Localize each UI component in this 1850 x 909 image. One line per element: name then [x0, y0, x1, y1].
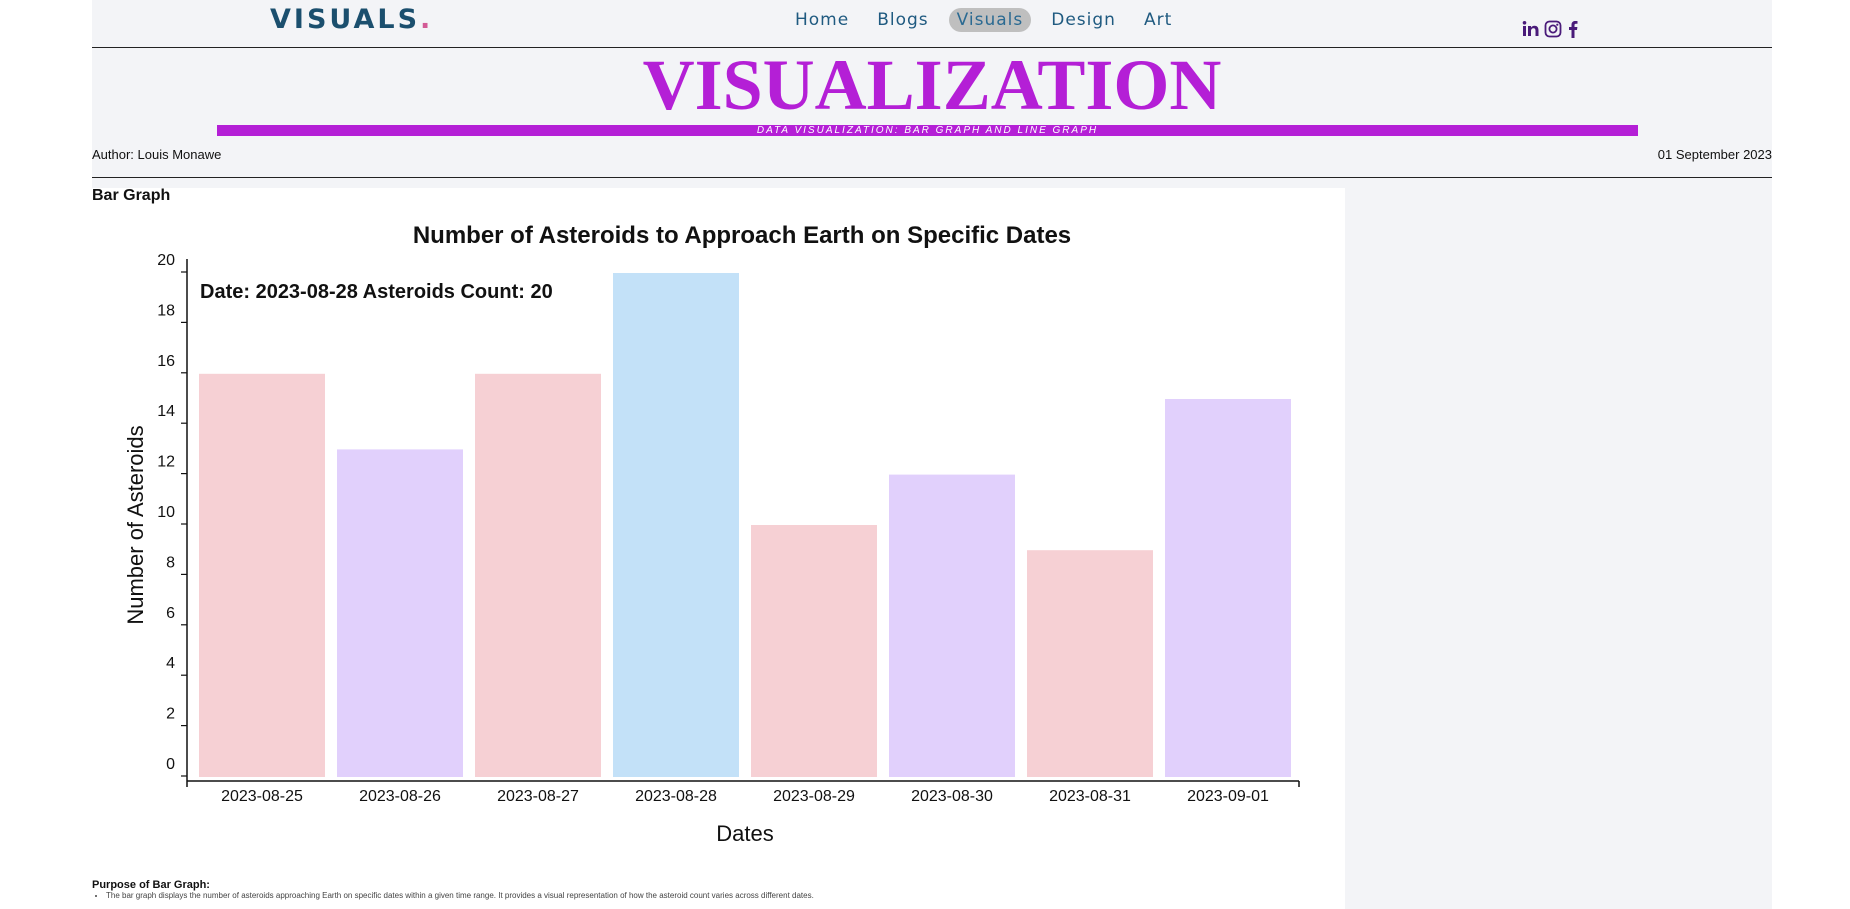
x-tick-label: 2023-08-31: [1049, 788, 1131, 805]
page: VISUALS. Home Blogs Visuals Design Art: [92, 0, 1772, 909]
meta-divider: [92, 177, 1772, 178]
nav-visuals[interactable]: Visuals: [948, 8, 1032, 32]
publish-date: 01 September 2023: [1657, 147, 1772, 162]
purpose-list: The bar graph displays the number of ast…: [92, 891, 814, 900]
bar[interactable]: [475, 373, 601, 777]
x-tick-label: 2023-08-27: [497, 788, 579, 805]
x-axis-label: Dates: [716, 821, 773, 846]
bar[interactable]: [751, 525, 877, 777]
y-tick-label: 18: [157, 302, 175, 319]
bar[interactable]: [613, 273, 739, 777]
bar[interactable]: [889, 474, 1015, 777]
y-axis-label: Number of Asteroids: [123, 425, 148, 624]
logo-text: VISUALS: [270, 4, 421, 35]
page-title: VISUALIZATION: [642, 45, 1222, 125]
social-links: [1522, 20, 1580, 38]
y-tick-label: 12: [157, 454, 175, 471]
linkedin-icon[interactable]: [1522, 20, 1540, 38]
bar[interactable]: [1027, 550, 1153, 777]
subtitle-text: DATA VISUALIZATION: BAR GRAPH AND LINE G…: [756, 125, 1099, 136]
x-tick-label: 2023-09-01: [1187, 788, 1269, 805]
x-tick-label: 2023-08-25: [221, 788, 303, 805]
header-divider: [92, 47, 1772, 48]
y-tick-label: 0: [166, 756, 175, 773]
nav-art[interactable]: Art: [1143, 10, 1173, 30]
bar[interactable]: [1165, 399, 1291, 777]
x-tick-label: 2023-08-26: [359, 788, 441, 805]
y-tick-label: 4: [166, 655, 175, 672]
y-tick-label: 20: [157, 252, 175, 269]
nav-home[interactable]: Home: [795, 10, 850, 30]
x-tick-label: 2023-08-29: [773, 788, 855, 805]
x-tick-label: 2023-08-28: [635, 788, 717, 805]
y-tick-label: 14: [157, 403, 175, 420]
bar[interactable]: [337, 449, 463, 777]
bar-tooltip: Date: 2023-08-28 Asteroids Count: 20: [200, 281, 553, 303]
subtitle-banner: DATA VISUALIZATION: BAR GRAPH AND LINE G…: [217, 125, 1638, 136]
nav-blogs[interactable]: Blogs: [877, 10, 929, 30]
author-label: Author: Louis Monawe: [92, 147, 222, 162]
y-tick-label: 6: [166, 605, 175, 622]
nav-design[interactable]: Design: [1051, 10, 1116, 30]
bar-chart: Number of Asteroids to Approach Earth on…: [123, 222, 1300, 846]
section-title: Bar Graph: [92, 187, 171, 204]
logo-dot: .: [420, 4, 434, 35]
purpose-item: The bar graph displays the number of ast…: [106, 891, 814, 900]
chart-title: Number of Asteroids to Approach Earth on…: [413, 222, 1071, 249]
x-tick-label: 2023-08-30: [911, 788, 993, 805]
instagram-icon[interactable]: [1544, 20, 1562, 38]
chart-panel: Number of Asteroids to Approach Earth on…: [92, 188, 1345, 909]
y-tick-label: 10: [157, 504, 175, 521]
y-tick-label: 2: [166, 706, 175, 723]
site-logo[interactable]: VISUALS.: [270, 4, 433, 35]
bar[interactable]: [199, 373, 325, 777]
purpose-title: Purpose of Bar Graph:: [92, 879, 210, 891]
main-nav: Home Blogs Visuals Design Art: [787, 8, 1180, 32]
y-tick-label: 16: [157, 353, 175, 370]
facebook-icon[interactable]: [1566, 20, 1580, 38]
y-tick-label: 8: [166, 554, 175, 571]
